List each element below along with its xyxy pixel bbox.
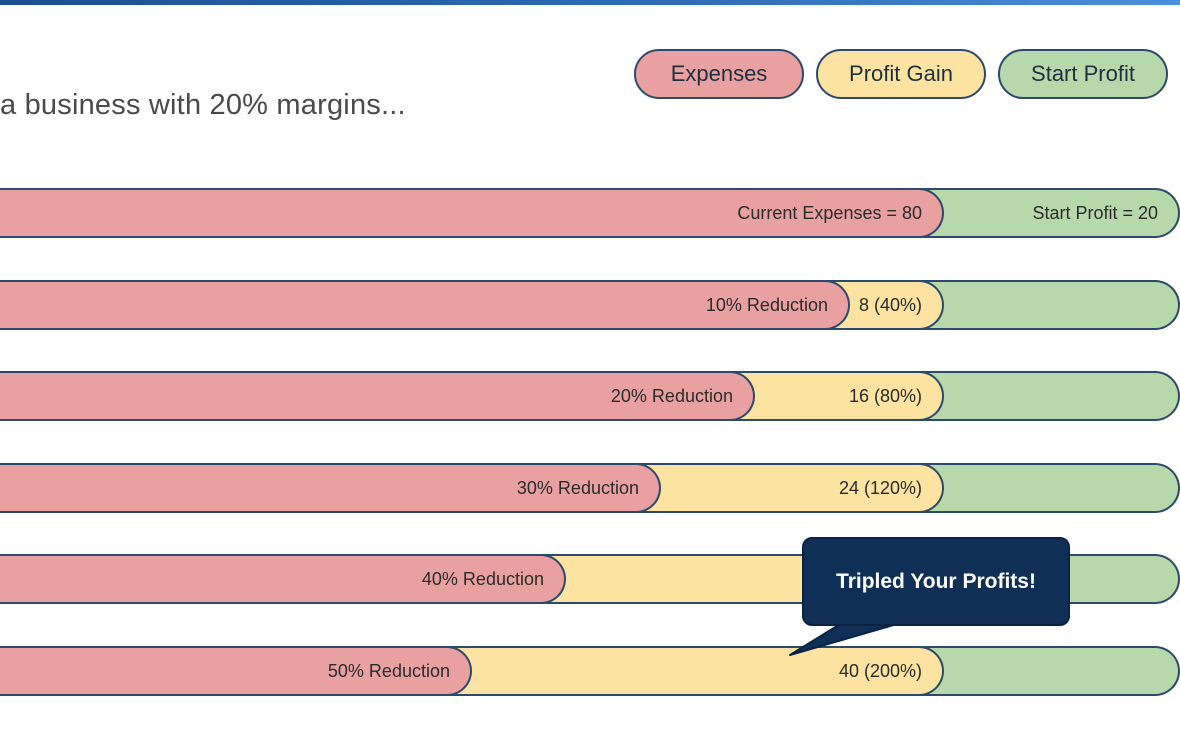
bar-expenses-4 — [0, 554, 566, 604]
gain-label-1: 8 (40%) — [858, 294, 922, 315]
legend-start-profit: Start Profit — [998, 49, 1168, 99]
gain-label-2: 16 (80%) — [848, 385, 922, 406]
expense-label-2: 20% Reduction — [610, 385, 733, 406]
legend-profit-gain: Profit Gain — [816, 49, 986, 99]
expense-label-5: 50% Reduction — [327, 660, 450, 681]
top-accent-rule — [0, 0, 1180, 5]
chart-subtitle: a business with 20% margins... — [0, 89, 406, 121]
callout-tripled-profits: Tripled Your Profits! — [802, 537, 1070, 626]
bar-expenses-5 — [0, 646, 472, 696]
profit-label-0: Start Profit = 20 — [1032, 202, 1158, 223]
bar-expenses-3 — [0, 463, 661, 513]
bar-expenses-0 — [0, 188, 944, 238]
expense-label-4: 40% Reduction — [421, 568, 544, 589]
gain-label-5: 40 (200%) — [838, 660, 922, 681]
legend-expenses: Expenses — [634, 49, 804, 99]
expense-label-3: 30% Reduction — [516, 477, 639, 498]
bar-expenses-2 — [0, 371, 755, 421]
expense-label-1: 10% Reduction — [705, 294, 828, 315]
bar-expenses-1 — [0, 280, 850, 330]
expense-label-0: Current Expenses = 80 — [737, 202, 922, 223]
gain-label-3: 24 (120%) — [838, 477, 922, 498]
